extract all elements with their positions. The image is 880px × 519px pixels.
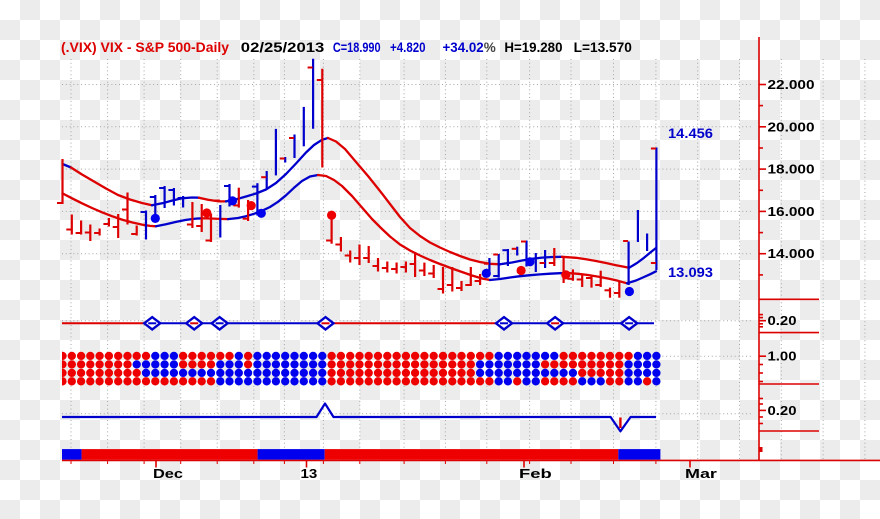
svg-text:(.VIX) VIX - S&P 500-Daily: (.VIX) VIX - S&P 500-Daily: [61, 40, 230, 55]
svg-text:20.000: 20.000: [768, 119, 815, 134]
svg-text:13.093: 13.093: [668, 265, 714, 280]
svg-text:+34.02: +34.02: [443, 40, 484, 55]
svg-text:02/25/2013: 02/25/2013: [241, 40, 325, 55]
svg-text:0.20: 0.20: [768, 313, 797, 328]
svg-text:18.000: 18.000: [768, 162, 815, 177]
svg-text:C=18.990: C=18.990: [333, 40, 381, 55]
svg-text:16.000: 16.000: [768, 204, 815, 219]
svg-text:Mar: Mar: [685, 466, 717, 481]
svg-text:14.000: 14.000: [768, 246, 815, 261]
svg-text:1.00: 1.00: [768, 349, 797, 364]
svg-text:13: 13: [301, 466, 318, 481]
svg-text:Dec: Dec: [153, 466, 183, 481]
svg-text:14.456: 14.456: [668, 126, 714, 141]
svg-text:H=19.280: H=19.280: [504, 40, 562, 55]
svg-text:22.000: 22.000: [768, 77, 815, 92]
svg-text:0.20: 0.20: [768, 403, 797, 418]
svg-text:+4.820: +4.820: [390, 40, 426, 55]
svg-text:Feb: Feb: [519, 466, 552, 481]
svg-text:%: %: [484, 40, 496, 55]
svg-text:L=13.570: L=13.570: [574, 40, 632, 55]
